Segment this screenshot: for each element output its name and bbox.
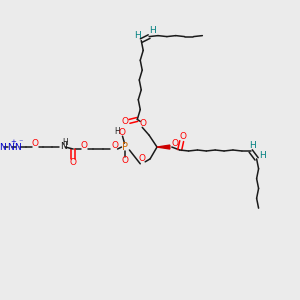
Text: N: N bbox=[60, 142, 67, 151]
Text: O: O bbox=[122, 117, 129, 126]
Text: H: H bbox=[149, 26, 155, 35]
Text: H: H bbox=[62, 138, 68, 147]
Text: P: P bbox=[122, 142, 128, 152]
Text: O: O bbox=[111, 141, 118, 150]
Text: O: O bbox=[80, 141, 88, 150]
Text: O: O bbox=[70, 158, 77, 167]
Text: N: N bbox=[15, 142, 21, 152]
Text: ⁻: ⁻ bbox=[19, 138, 23, 147]
Text: N: N bbox=[7, 142, 14, 152]
Text: H: H bbox=[259, 152, 266, 160]
Text: O: O bbox=[140, 119, 147, 128]
Text: O: O bbox=[122, 156, 129, 165]
Text: +: + bbox=[10, 139, 16, 145]
Text: O: O bbox=[119, 128, 126, 137]
Polygon shape bbox=[157, 145, 170, 149]
Text: H: H bbox=[249, 141, 256, 150]
Text: O: O bbox=[31, 139, 38, 148]
Text: O: O bbox=[179, 132, 186, 141]
Text: H: H bbox=[115, 127, 120, 136]
Text: O: O bbox=[139, 154, 146, 164]
Text: O: O bbox=[171, 139, 178, 148]
Text: N: N bbox=[0, 142, 6, 152]
Text: H: H bbox=[134, 31, 141, 40]
